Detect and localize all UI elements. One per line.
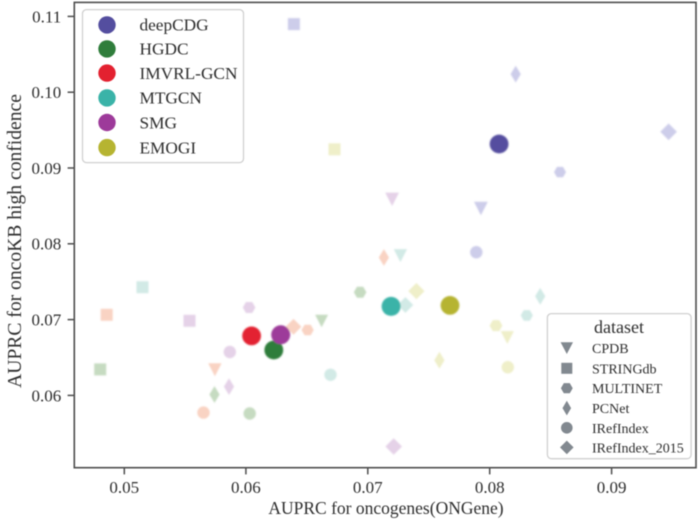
svg-text:0.08: 0.08 <box>475 478 505 497</box>
svg-text:HGDC: HGDC <box>140 40 189 59</box>
svg-text:MULTINET: MULTINET <box>592 382 663 397</box>
svg-text:dataset: dataset <box>594 317 644 337</box>
svg-text:IRefIndex: IRefIndex <box>592 422 649 437</box>
svg-text:0.05: 0.05 <box>109 478 139 497</box>
svg-text:SMG: SMG <box>140 113 177 132</box>
svg-text:0.06: 0.06 <box>32 386 62 405</box>
svg-text:0.11: 0.11 <box>32 7 61 26</box>
svg-text:CPDB: CPDB <box>592 342 629 357</box>
svg-text:deepCDG: deepCDG <box>140 16 209 35</box>
svg-text:0.09: 0.09 <box>597 478 627 497</box>
svg-text:0.07: 0.07 <box>32 311 62 330</box>
svg-text:PCNet: PCNet <box>592 402 629 417</box>
svg-text:STRINGdb: STRINGdb <box>592 362 657 377</box>
svg-text:0.06: 0.06 <box>231 478 261 497</box>
svg-text:0.08: 0.08 <box>32 235 62 254</box>
svg-text:AUPRC for oncogenes(ONGene): AUPRC for oncogenes(ONGene) <box>268 498 503 518</box>
svg-text:EMOGI: EMOGI <box>140 138 197 157</box>
svg-text:0.10: 0.10 <box>32 83 62 102</box>
svg-text:MTGCN: MTGCN <box>140 89 203 108</box>
svg-text:0.09: 0.09 <box>32 159 62 178</box>
svg-text:0.07: 0.07 <box>353 478 383 497</box>
svg-text:AUPRC for oncoKB high confiden: AUPRC for oncoKB high confidence <box>5 94 26 388</box>
svg-text:IRefIndex_2015: IRefIndex_2015 <box>592 441 684 456</box>
svg-text:IMVRL-GCN: IMVRL-GCN <box>140 64 238 83</box>
